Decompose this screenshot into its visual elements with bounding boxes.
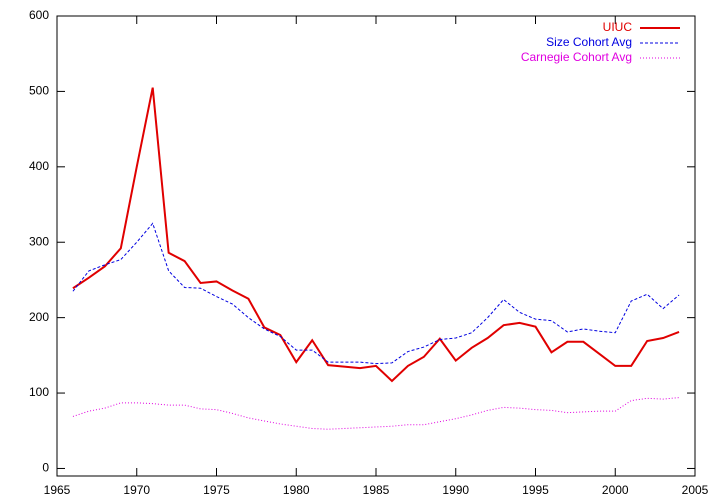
x-tick-label: 1980 — [283, 483, 310, 497]
y-tick-label: 500 — [29, 84, 49, 98]
y-tick-label: 100 — [29, 385, 49, 399]
y-tick-label: 600 — [29, 8, 49, 22]
series-line — [72, 222, 680, 365]
y-tick-label: 400 — [29, 159, 49, 173]
legend-label: Carnegie Cohort Avg — [521, 50, 632, 64]
legend-label: Size Cohort Avg — [546, 35, 632, 49]
y-tick-label: 300 — [29, 234, 49, 248]
x-tick-label: 1985 — [363, 483, 390, 497]
x-tick-label: 1975 — [203, 483, 230, 497]
x-tick-label: 2000 — [602, 483, 629, 497]
x-tick-label: 2005 — [682, 483, 709, 497]
legend-label: UIUC — [603, 20, 633, 34]
y-tick-label: 0 — [42, 461, 49, 475]
x-tick-label: 1970 — [123, 483, 150, 497]
x-tick-label: 1990 — [442, 483, 469, 497]
plot-frame — [56, 15, 696, 477]
x-tick-label: 1995 — [522, 483, 549, 497]
series-line — [72, 397, 680, 430]
series-line — [72, 87, 680, 383]
x-tick-label: 1965 — [44, 483, 71, 497]
y-tick-label: 200 — [29, 310, 49, 324]
